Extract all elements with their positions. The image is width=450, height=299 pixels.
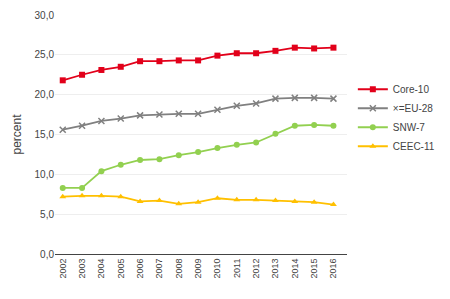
svg-text:2010: 2010 (212, 259, 222, 279)
svg-text:0,0: 0,0 (40, 249, 54, 260)
svg-text:20,0: 20,0 (35, 89, 55, 100)
svg-text:10,0: 10,0 (35, 169, 55, 180)
svg-text:2005: 2005 (116, 259, 126, 279)
svg-text:2002: 2002 (58, 259, 68, 279)
svg-text:30,0: 30,0 (35, 10, 55, 21)
svg-text:CEEC-11: CEEC-11 (393, 141, 435, 152)
svg-text:2015: 2015 (309, 259, 319, 279)
svg-text:2011: 2011 (232, 259, 242, 278)
svg-text:2003: 2003 (77, 259, 87, 279)
svg-text:2012: 2012 (251, 259, 261, 279)
svg-text:2009: 2009 (193, 259, 203, 279)
svg-text:2013: 2013 (270, 259, 280, 279)
svg-text:×=EU-28: ×=EU-28 (393, 103, 433, 114)
svg-text:SNW-7: SNW-7 (393, 122, 425, 133)
svg-text:25,0: 25,0 (35, 49, 55, 60)
svg-text:Core-10: Core-10 (393, 84, 430, 95)
svg-text:2007: 2007 (154, 259, 164, 279)
svg-text:2008: 2008 (174, 259, 184, 279)
svg-text:2004: 2004 (96, 259, 106, 279)
svg-text:2014: 2014 (290, 259, 300, 279)
svg-text:2006: 2006 (135, 259, 145, 279)
svg-text:percent: percent (10, 114, 24, 155)
svg-text:2016: 2016 (328, 259, 338, 279)
svg-text:15,0: 15,0 (35, 129, 55, 140)
svg-text:5,0: 5,0 (40, 209, 54, 220)
